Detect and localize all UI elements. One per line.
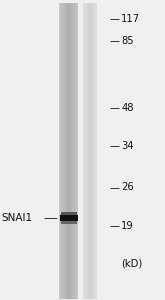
Bar bbox=[62, 3, 63, 298]
Text: SNAI1: SNAI1 bbox=[2, 213, 33, 224]
Bar bbox=[92, 3, 93, 298]
Bar bbox=[61, 212, 77, 215]
Bar bbox=[94, 3, 95, 298]
Bar bbox=[72, 3, 73, 298]
Bar bbox=[75, 3, 76, 298]
Bar bbox=[70, 3, 71, 298]
Bar bbox=[95, 3, 96, 298]
Bar bbox=[69, 3, 70, 298]
Text: 85: 85 bbox=[121, 36, 134, 46]
Bar bbox=[87, 3, 88, 298]
Bar bbox=[91, 3, 92, 298]
Text: 117: 117 bbox=[121, 14, 140, 24]
Bar bbox=[59, 3, 60, 298]
Bar bbox=[67, 3, 68, 298]
Bar bbox=[73, 3, 74, 298]
Bar bbox=[89, 3, 90, 298]
Bar bbox=[85, 3, 86, 298]
Bar bbox=[93, 3, 94, 298]
Bar bbox=[86, 3, 87, 298]
Bar bbox=[66, 3, 67, 298]
Bar bbox=[60, 215, 78, 221]
Text: 34: 34 bbox=[121, 141, 134, 152]
Bar bbox=[77, 3, 78, 298]
Bar bbox=[65, 3, 66, 298]
Bar bbox=[90, 3, 91, 298]
Bar bbox=[84, 3, 85, 298]
Bar bbox=[61, 221, 77, 224]
Bar bbox=[74, 3, 75, 298]
Text: 48: 48 bbox=[121, 103, 134, 113]
Bar bbox=[96, 3, 97, 298]
Bar bbox=[63, 3, 64, 298]
Text: (kD): (kD) bbox=[121, 259, 143, 269]
Bar bbox=[64, 3, 65, 298]
Bar bbox=[71, 3, 72, 298]
Bar bbox=[83, 3, 84, 298]
Bar bbox=[60, 3, 61, 298]
Bar bbox=[68, 3, 69, 298]
Text: 19: 19 bbox=[121, 220, 134, 231]
Text: 26: 26 bbox=[121, 182, 134, 193]
Bar bbox=[61, 3, 62, 298]
Bar bbox=[88, 3, 89, 298]
